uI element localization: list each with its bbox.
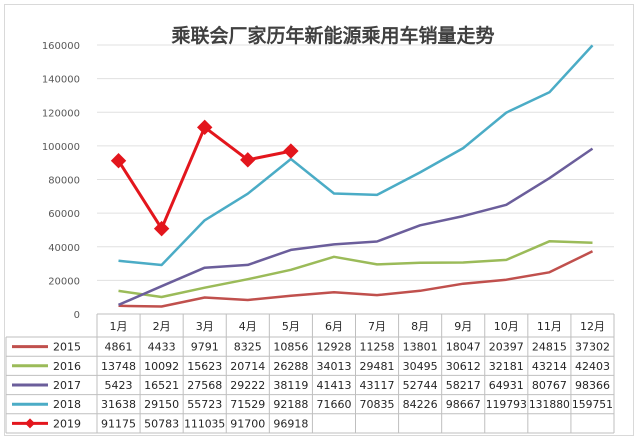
x-category-label: 2月 [153, 320, 171, 333]
y-axis-ticks: 0 20000 40000 60000 80000 100000 120000 140000 1… [42, 41, 80, 321]
table-cell: 84226 [403, 398, 438, 411]
y-tick-label: 120000 [42, 108, 80, 119]
table-cell: 50783 [144, 417, 179, 430]
table-cell: 27568 [187, 379, 222, 392]
table-cell: 9791 [191, 341, 219, 354]
data-point-2019 [197, 119, 213, 136]
series-line-2015 [118, 250, 594, 308]
series-line-2017 [118, 147, 594, 307]
series-lines [110, 44, 594, 308]
table-cell: 15623 [187, 360, 222, 373]
table-cell: 4861 [105, 341, 133, 354]
y-tick-label: 20000 [48, 276, 80, 287]
table-cell: 29481 [360, 360, 395, 373]
table-cell: 20397 [489, 341, 524, 354]
table-cell: 42403 [575, 360, 610, 373]
x-category-label: 8月 [411, 320, 429, 333]
x-category-label: 6月 [325, 320, 343, 333]
table-cell: 131880 [529, 398, 570, 411]
table-cell: 4433 [148, 341, 176, 354]
data-point-2019 [240, 152, 256, 168]
table-cell: 37302 [575, 341, 610, 354]
table-cell: 38119 [273, 379, 308, 392]
table-cell: 18047 [446, 341, 481, 354]
table-cell: 91700 [230, 417, 265, 430]
y-tick-label: 100000 [42, 142, 80, 153]
table-cell: 31638 [101, 398, 136, 411]
table-cell: 58217 [446, 379, 481, 392]
table-cell: 159751 [572, 398, 613, 411]
table-cell: 41413 [316, 379, 351, 392]
x-category-label: 10月 [494, 320, 519, 333]
y-tick-label: 0 [74, 310, 80, 321]
series-line-2018 [118, 44, 594, 267]
table-cell: 12928 [316, 341, 351, 354]
table-cell: 80767 [532, 379, 567, 392]
table-cell: 98366 [575, 379, 610, 392]
x-category-label: 3月 [196, 320, 214, 333]
legend-label-2016: 2016 [53, 360, 81, 373]
table-cell: 98667 [446, 398, 481, 411]
table-cell: 11258 [360, 341, 395, 354]
table-cell: 52744 [403, 379, 438, 392]
table-cell: 70835 [360, 398, 395, 411]
data-point-2019 [283, 143, 299, 159]
table-cell: 5423 [105, 379, 133, 392]
table-cell: 29150 [144, 398, 179, 411]
x-category-label: 1月 [110, 320, 128, 333]
y-tick-label: 140000 [42, 75, 80, 86]
legend-label-2015: 2015 [53, 341, 81, 354]
table-cell: 71660 [316, 398, 351, 411]
series-line-2016 [118, 240, 593, 299]
table-cell: 26288 [273, 360, 308, 373]
legend-label-2019: 2019 [53, 417, 81, 430]
table-cell: 10856 [273, 341, 308, 354]
table-cell: 30612 [446, 360, 481, 373]
table-cell: 20714 [230, 360, 265, 373]
table-cell: 64931 [489, 379, 524, 392]
table-cell: 43117 [360, 379, 395, 392]
table-cell: 34013 [316, 360, 351, 373]
legend-label-2017: 2017 [53, 379, 81, 392]
table-cell: 29222 [230, 379, 265, 392]
table-cell: 24815 [532, 341, 567, 354]
table-cell: 55723 [187, 398, 222, 411]
data-point-2019 [153, 220, 170, 237]
table-cell: 13801 [403, 341, 438, 354]
table-cell: 111035 [184, 417, 225, 430]
table-cell: 43214 [532, 360, 567, 373]
table-cell: 8325 [234, 341, 262, 354]
table-cell: 92188 [273, 398, 308, 411]
x-category-label: 11月 [537, 320, 562, 333]
data-table: 1月 2月 3月 4月 5月 6月 7月 8月 9月 10月 11月 12月 2015 4861 4433 9… [5, 313, 615, 434]
table-cell: 71529 [230, 398, 265, 411]
table-cell: 16521 [144, 379, 179, 392]
data-point-2019 [110, 153, 127, 169]
x-category-label: 12月 [580, 320, 605, 333]
y-tick-label: 40000 [48, 243, 80, 254]
y-tick-label: 80000 [48, 176, 80, 187]
legend-label-2018: 2018 [53, 398, 81, 411]
table-cell: 13748 [101, 360, 136, 373]
table-cell: 10092 [144, 360, 179, 373]
x-category-label: 9月 [454, 320, 472, 333]
table-cell: 96918 [273, 417, 308, 430]
x-category-label: 5月 [282, 320, 300, 333]
legend-marker-2019 [25, 418, 35, 429]
chart-frame [4, 4, 634, 436]
y-tick-label: 160000 [42, 41, 80, 52]
chart-title: 乘联会厂家历年新能源乘用车销量走势 [170, 24, 494, 47]
x-category-label: 7月 [368, 320, 386, 333]
table-cell: 119793 [486, 398, 527, 411]
table-cell: 32181 [489, 360, 524, 373]
x-category-label: 4月 [239, 320, 257, 333]
y-tick-label: 60000 [48, 209, 80, 220]
table-cell: 91175 [101, 417, 136, 430]
table-cell: 30495 [403, 360, 438, 373]
